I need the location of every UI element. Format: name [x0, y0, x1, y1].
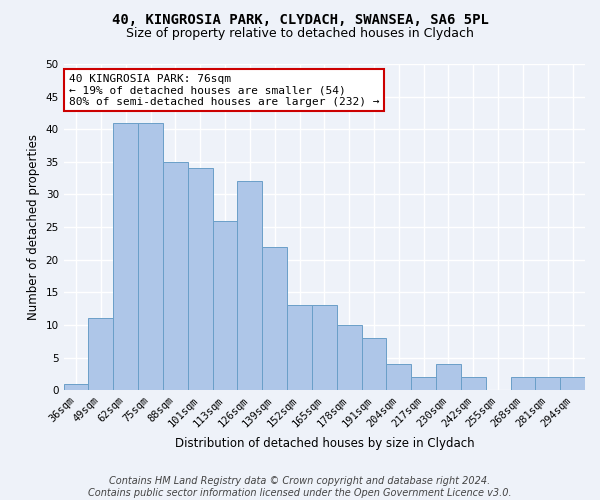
Bar — [238, 182, 262, 390]
Bar — [262, 246, 287, 390]
Text: 40, KINGROSIA PARK, CLYDACH, SWANSEA, SA6 5PL: 40, KINGROSIA PARK, CLYDACH, SWANSEA, SA… — [112, 12, 488, 26]
Bar — [163, 162, 188, 390]
Y-axis label: Number of detached properties: Number of detached properties — [27, 134, 40, 320]
Bar — [535, 377, 560, 390]
Bar — [212, 220, 238, 390]
Bar — [461, 377, 485, 390]
Bar — [411, 377, 436, 390]
Bar — [511, 377, 535, 390]
Bar — [88, 318, 113, 390]
Bar — [362, 338, 386, 390]
Bar — [64, 384, 88, 390]
Bar — [138, 122, 163, 390]
Bar — [337, 325, 362, 390]
Bar — [386, 364, 411, 390]
Text: Contains HM Land Registry data © Crown copyright and database right 2024.
Contai: Contains HM Land Registry data © Crown c… — [88, 476, 512, 498]
Text: Size of property relative to detached houses in Clydach: Size of property relative to detached ho… — [126, 28, 474, 40]
Text: 40 KINGROSIA PARK: 76sqm
← 19% of detached houses are smaller (54)
80% of semi-d: 40 KINGROSIA PARK: 76sqm ← 19% of detach… — [69, 74, 379, 107]
Bar — [287, 306, 312, 390]
Bar — [188, 168, 212, 390]
Bar — [312, 306, 337, 390]
Bar — [436, 364, 461, 390]
Bar — [113, 122, 138, 390]
X-axis label: Distribution of detached houses by size in Clydach: Distribution of detached houses by size … — [175, 437, 474, 450]
Bar — [560, 377, 585, 390]
